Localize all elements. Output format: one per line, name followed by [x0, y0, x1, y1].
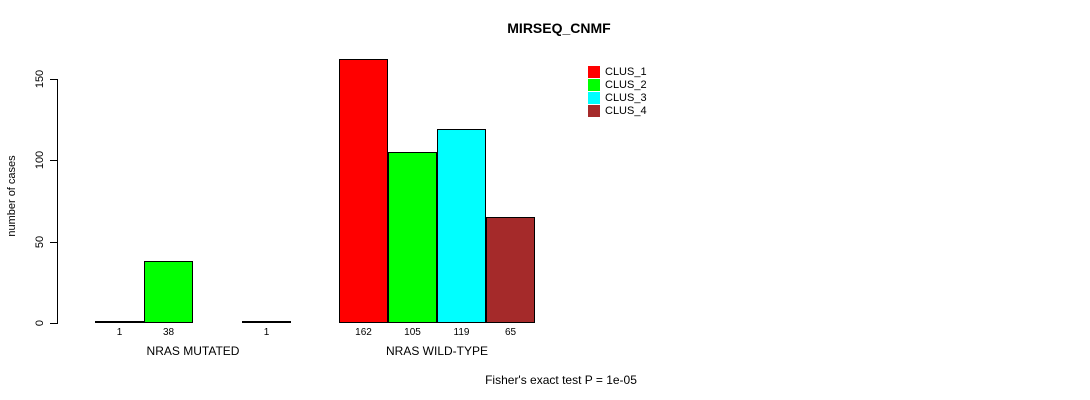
legend-swatch-icon: [588, 78, 600, 91]
legend-label: CLUS_1: [605, 65, 647, 78]
legend: CLUS_1 CLUS_2 CLUS_3 CLUS_4: [588, 65, 647, 117]
bar-value-label: 38: [162, 327, 175, 338]
legend-swatch-icon: [588, 104, 600, 117]
y-tick-label: 100: [34, 150, 46, 170]
legend-row: CLUS_3: [588, 91, 647, 104]
legend-label: CLUS_3: [605, 91, 647, 104]
chart-title: MIRSEQ_CNMF: [507, 20, 611, 36]
y-tick-label: 150: [34, 69, 46, 89]
legend-swatch-icon: [588, 91, 600, 104]
bar-clus_2-wild-type: [388, 152, 437, 323]
legend-row: CLUS_2: [588, 78, 647, 91]
bar-value-label: 119: [453, 327, 470, 338]
y-tick-mark: [50, 160, 58, 161]
y-tick-mark: [50, 79, 58, 80]
legend-label: CLUS_4: [605, 104, 647, 117]
y-tick-mark: [50, 242, 58, 243]
fisher-test-annotation: Fisher's exact test P = 1e-05: [485, 373, 637, 387]
legend-row: CLUS_4: [588, 104, 647, 117]
bar-value-label: 1: [263, 327, 270, 338]
y-axis-title: number of cases: [6, 155, 18, 237]
bar-clus_1-mutated: [95, 321, 144, 323]
y-tick-label: 50: [34, 235, 46, 249]
bar-clus_3-wild-type: [437, 129, 486, 323]
bar-clus_1-wild-type: [339, 59, 388, 323]
bar-value-label: 1: [116, 327, 123, 338]
bar-value-label: 105: [404, 327, 421, 338]
legend-swatch-icon: [588, 65, 600, 78]
y-axis-line: [57, 79, 58, 324]
bar-value-label: 65: [504, 327, 517, 338]
bar-value-label: 162: [355, 327, 372, 338]
bar-clus_4-mutated: [242, 321, 291, 323]
legend-label: CLUS_2: [605, 78, 647, 91]
bar-clus_4-wild-type: [486, 217, 535, 323]
group-label-nras-mutated: NRAS MUTATED: [146, 344, 240, 358]
group-label-nras-wild-type: NRAS WILD-TYPE: [385, 344, 489, 358]
bar-clus_2-mutated: [144, 261, 193, 323]
legend-row: CLUS_1: [588, 65, 647, 78]
y-tick-label: 0: [34, 319, 46, 327]
y-tick-mark: [50, 323, 58, 324]
